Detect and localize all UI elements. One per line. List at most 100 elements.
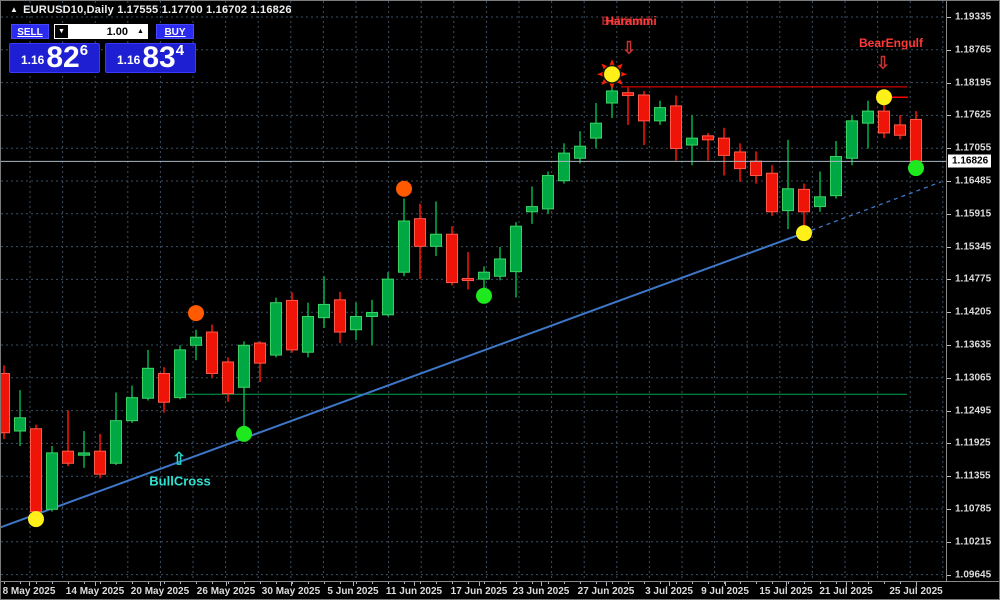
lot-step-up-button[interactable]: ▲ bbox=[133, 24, 148, 39]
time-tick-minor bbox=[324, 582, 325, 584]
price-tick bbox=[947, 82, 951, 84]
price-axis-label: 1.11355 bbox=[955, 470, 991, 482]
time-tick-minor bbox=[388, 582, 389, 584]
signal-dot bbox=[604, 66, 620, 83]
date-axis-label: 23 Jun 2025 bbox=[512, 586, 570, 597]
bull-candle bbox=[46, 452, 58, 510]
time-tick-minor bbox=[276, 582, 277, 584]
bear-candle bbox=[222, 361, 234, 395]
time-tick-minor bbox=[612, 582, 613, 584]
bear-candle bbox=[894, 124, 906, 136]
signal-dot bbox=[876, 89, 892, 106]
time-tick-minor bbox=[484, 582, 485, 584]
chart-title: ▲ EURUSD10,Daily 1.17555 1.17700 1.16702 … bbox=[10, 4, 292, 16]
price-tick bbox=[947, 443, 951, 445]
signal-dot bbox=[908, 160, 924, 177]
time-tick-minor bbox=[420, 582, 421, 584]
bull-candle bbox=[606, 90, 618, 104]
time-tick-minor bbox=[724, 582, 725, 584]
price-axis-label: 1.14205 bbox=[955, 306, 992, 318]
bull-candle bbox=[14, 417, 26, 432]
time-tick-minor bbox=[84, 582, 85, 584]
time-tick-minor bbox=[596, 582, 597, 584]
price-axis-label: 1.17625 bbox=[955, 109, 992, 121]
chart-canvas[interactable]: BeltHold Harammi ⇩ BearEngulf ⇩ BullCross ⇧ bbox=[1, 1, 946, 581]
price-tick bbox=[947, 410, 951, 412]
time-tick-major bbox=[479, 582, 480, 586]
one-click-trade-panel: SELL ▼ ▲ BUY 1.16 82 6 1.16 83 4 bbox=[9, 22, 201, 74]
bear-candle bbox=[798, 188, 810, 213]
bear-candle bbox=[702, 135, 714, 141]
bull-candle bbox=[590, 122, 602, 139]
price-tick bbox=[947, 148, 951, 150]
time-tick-minor bbox=[580, 582, 581, 584]
time-tick-minor bbox=[804, 582, 805, 584]
bear-candle bbox=[286, 299, 298, 351]
price-axis[interactable]: 1.19335 1.18765 1.18195 1.17625 1.17055 1.164… bbox=[946, 1, 999, 581]
time-tick-minor bbox=[884, 582, 885, 584]
bear-candle bbox=[718, 137, 730, 156]
sell-quote-button[interactable]: 1.16 82 6 bbox=[9, 42, 100, 73]
price-axis-label: 1.11925 bbox=[955, 437, 991, 449]
date-axis-label: 9 Jul 2025 bbox=[701, 586, 749, 597]
time-tick-minor bbox=[100, 582, 101, 584]
time-tick-minor bbox=[660, 582, 661, 584]
price-tick bbox=[947, 181, 951, 182]
buy-quote-button[interactable]: 1.16 83 4 bbox=[105, 42, 196, 73]
time-tick-minor bbox=[788, 582, 789, 584]
date-axis-label: 21 Jul 2025 bbox=[819, 586, 873, 597]
bear-candle bbox=[670, 105, 682, 149]
sell-button[interactable]: SELL bbox=[11, 24, 49, 39]
time-tick-minor bbox=[532, 582, 533, 584]
time-tick-minor bbox=[340, 582, 341, 584]
date-axis-label: 17 Jun 2025 bbox=[450, 586, 508, 597]
time-tick-major bbox=[786, 582, 787, 586]
time-tick-minor bbox=[20, 582, 21, 584]
lot-size-input[interactable] bbox=[69, 24, 133, 39]
time-tick-minor bbox=[372, 582, 373, 584]
price-tick bbox=[947, 476, 951, 478]
date-axis-label: 5 Jun 2025 bbox=[327, 586, 379, 597]
time-axis[interactable]: 8 May 2025 14 May 2025 20 May 2025 26 May 2… bbox=[1, 581, 999, 599]
time-tick-minor bbox=[36, 582, 37, 584]
time-tick-minor bbox=[180, 582, 181, 584]
price-axis-label: 1.15345 bbox=[955, 241, 992, 253]
bull-candle bbox=[302, 316, 314, 353]
time-tick-major bbox=[29, 582, 30, 586]
bull-candle bbox=[318, 303, 330, 319]
signal-dot bbox=[476, 287, 492, 304]
lot-step-down-button[interactable]: ▼ bbox=[54, 24, 69, 39]
bull-candle bbox=[510, 225, 522, 273]
time-tick-major bbox=[414, 582, 415, 586]
time-tick-minor bbox=[436, 582, 437, 584]
price-tick bbox=[947, 509, 951, 510]
price-axis-label: 1.19335 bbox=[955, 11, 992, 23]
time-tick-major bbox=[846, 582, 847, 586]
time-tick-minor bbox=[692, 582, 693, 584]
date-axis-label: 20 May 2025 bbox=[130, 586, 190, 597]
sell-price-pipette: 6 bbox=[79, 42, 89, 59]
chart-svg bbox=[1, 1, 946, 581]
chart-shift-triangle-icon: ▲ bbox=[10, 5, 19, 14]
bear-candle bbox=[462, 278, 474, 282]
bull-candle bbox=[190, 336, 202, 346]
bear-candle bbox=[62, 450, 74, 464]
time-tick-major bbox=[606, 582, 607, 586]
bull-candle bbox=[574, 145, 586, 159]
buy-button[interactable]: BUY bbox=[156, 24, 194, 39]
signal-dot bbox=[396, 180, 412, 197]
time-tick-minor bbox=[292, 582, 293, 584]
price-tick bbox=[947, 574, 951, 576]
time-tick-minor bbox=[644, 582, 645, 584]
time-tick-major bbox=[725, 582, 726, 586]
price-tick bbox=[947, 279, 951, 281]
bull-candle bbox=[126, 397, 138, 422]
time-tick-minor bbox=[900, 582, 901, 584]
time-tick-minor bbox=[452, 582, 453, 584]
bull-candle bbox=[430, 233, 442, 247]
bull-candle bbox=[558, 152, 570, 182]
current-price-box: 1.16826 bbox=[948, 154, 992, 168]
price-axis-label: 1.17055 bbox=[955, 142, 992, 154]
price-tick bbox=[947, 17, 951, 18]
time-tick-minor bbox=[164, 582, 165, 584]
